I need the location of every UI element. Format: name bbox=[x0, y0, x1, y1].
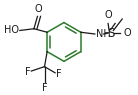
Text: HO: HO bbox=[4, 25, 19, 36]
Text: O: O bbox=[124, 28, 132, 38]
Text: F: F bbox=[25, 67, 30, 77]
Text: O: O bbox=[34, 4, 42, 14]
Text: F: F bbox=[42, 83, 47, 93]
Text: F: F bbox=[56, 69, 62, 79]
Text: NH: NH bbox=[96, 29, 111, 39]
Text: O: O bbox=[104, 10, 112, 20]
Text: S: S bbox=[107, 27, 114, 40]
